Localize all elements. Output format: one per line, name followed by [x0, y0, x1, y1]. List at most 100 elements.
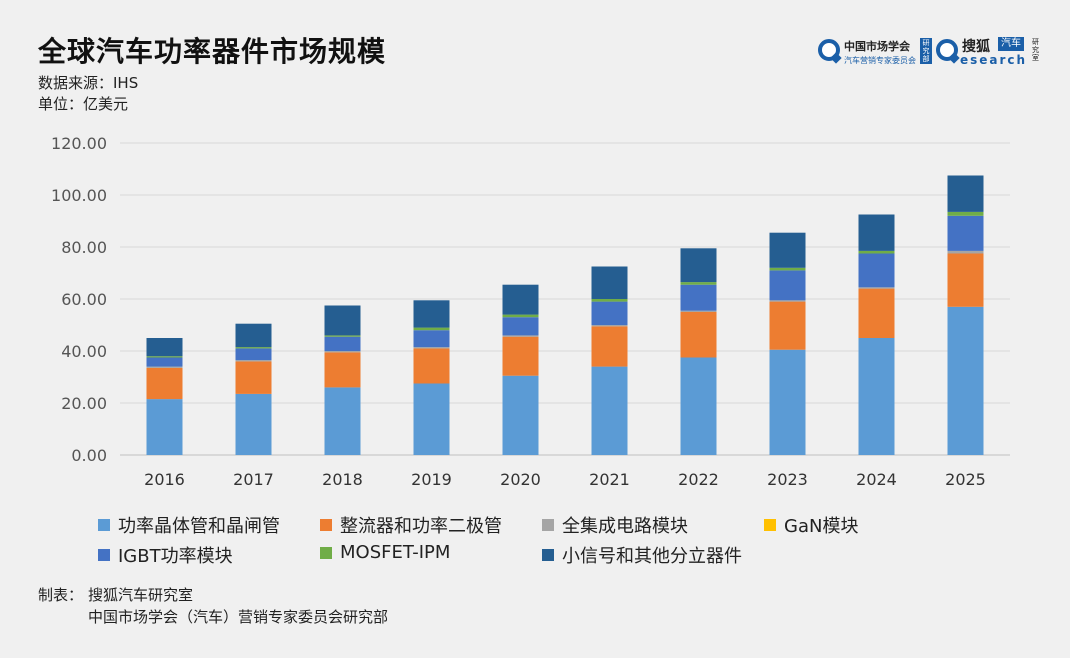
footer-line-1: 搜狐汽车研究室 — [88, 586, 194, 604]
bar-segment — [502, 317, 539, 336]
bar-segment — [324, 351, 361, 353]
bar-segment — [146, 367, 183, 400]
bar-segment — [769, 349, 806, 455]
bar-segment — [235, 360, 272, 362]
bar-segment — [502, 335, 539, 337]
bars — [146, 175, 984, 455]
bar-segment — [680, 284, 717, 311]
bar-segment — [502, 284, 539, 315]
bar-segment — [680, 248, 717, 283]
bar-segment — [413, 347, 450, 349]
legend-label: 小信号和其他分立器件 — [562, 546, 742, 567]
bar-segment — [324, 305, 361, 336]
sohu-logo-vertical-label: 研究室 — [1032, 38, 1039, 62]
x-tick-label: 2022 — [678, 470, 719, 489]
bar-segment — [324, 335, 361, 337]
y-tick-label: 60.00 — [61, 290, 107, 309]
bar-segment — [146, 338, 183, 357]
x-tick-label: 2020 — [500, 470, 541, 489]
legend-item: 整流器和功率二极管 — [320, 512, 502, 538]
bar-segment — [413, 330, 450, 348]
bar-segment — [591, 325, 628, 327]
x-tick-label: 2018 — [322, 470, 363, 489]
bar-segment — [680, 312, 717, 358]
legend-label: MOSFET-IPM — [340, 542, 451, 563]
y-tick-label: 0.00 — [71, 446, 107, 465]
bar-segment — [502, 336, 539, 376]
bar-segment — [947, 215, 984, 251]
logos: 中国市场学会 汽车营销专家委员会 研究部 搜狐 汽车 esearch 研究室 — [818, 36, 1040, 70]
y-tick-label: 40.00 — [61, 342, 107, 361]
legend-swatch — [764, 519, 776, 531]
cms-logo-name: 中国市场学会 — [844, 40, 910, 53]
bar-segment — [146, 357, 183, 367]
bar-segment — [324, 336, 361, 351]
x-tick-label: 2016 — [144, 470, 185, 489]
data-source: 数据来源：IHS — [38, 74, 139, 92]
bar-segment — [324, 352, 361, 388]
bar-segment — [591, 266, 628, 299]
y-tick-label: 100.00 — [51, 186, 107, 205]
bar-segment — [947, 211, 984, 216]
bar-segment — [769, 301, 806, 350]
legend-swatch — [542, 549, 554, 561]
bar-segment — [858, 250, 895, 254]
legend-label: GaN模块 — [784, 516, 859, 537]
legend-item: 小信号和其他分立器件 — [542, 542, 742, 568]
bar-segment — [947, 253, 984, 307]
bar-segment — [235, 361, 272, 394]
bar-segment — [947, 250, 984, 254]
chart-title: 全球汽车功率器件市场规模 — [38, 35, 387, 68]
bar-segment — [413, 300, 450, 328]
bar-segment — [591, 299, 628, 302]
legend-item: GaN模块 — [764, 512, 858, 538]
bar-segment — [769, 232, 806, 268]
y-tick-label: 120.00 — [51, 134, 107, 153]
cms-logo: 中国市场学会 汽车营销专家委员会 研究部 — [818, 36, 936, 70]
x-tick-label: 2025 — [945, 470, 986, 489]
bar-segment — [146, 399, 183, 455]
unit-label: 单位：亿美元 — [38, 95, 129, 113]
legend-swatch — [98, 519, 110, 531]
x-axis-ticks: 2016 2017 2018 2019 2020 2021 2022 2023 2024 2025 — [144, 470, 986, 489]
x-tick-label: 2019 — [411, 470, 452, 489]
footer-line-2: 中国市场学会（汽车）营销专家委员会研究部 — [88, 608, 389, 626]
legend-swatch — [320, 546, 332, 559]
bar-segment — [680, 357, 717, 455]
x-tick-label: 2021 — [589, 470, 630, 489]
cms-logo-subtitle: 汽车营销专家委员会 — [844, 56, 916, 65]
bar-segment — [858, 288, 895, 338]
x-tick-label: 2017 — [233, 470, 274, 489]
bar-segment — [235, 348, 272, 361]
bar-segment — [591, 326, 628, 367]
bar-segment — [413, 348, 450, 384]
bar-segment — [413, 327, 450, 331]
legend-swatch — [542, 519, 554, 531]
bar-segment — [858, 287, 895, 289]
bar-segment — [591, 301, 628, 325]
bar-segment — [680, 282, 717, 285]
legend-label: 整流器和功率二极管 — [340, 516, 502, 537]
legend-swatch — [98, 549, 110, 561]
bar-segment — [858, 214, 895, 251]
sohu-logo-badge: 汽车 — [998, 37, 1024, 51]
bar-segment — [947, 175, 984, 212]
legend-swatch — [320, 519, 332, 531]
footer-label: 制表： — [38, 586, 84, 604]
y-tick-label: 20.00 — [61, 394, 107, 413]
y-tick-label: 80.00 — [61, 238, 107, 257]
sohu-logo: 搜狐 汽车 esearch 研究室 — [936, 36, 1040, 70]
legend-item: 功率晶体管和晶闸管 — [98, 512, 280, 538]
sohu-logo-research: esearch — [960, 53, 1028, 67]
cms-logo-badge: 研究部 — [920, 38, 932, 64]
bar-segment — [591, 366, 628, 455]
sohu-logo-icon — [936, 39, 958, 61]
cms-logo-icon — [818, 39, 840, 61]
bar-segment — [769, 267, 806, 271]
bar-segment — [769, 270, 806, 301]
sohu-logo-name: 搜狐 — [962, 39, 990, 55]
bar-segment — [324, 387, 361, 455]
bar-segment — [680, 310, 717, 312]
bar-segment — [235, 347, 272, 349]
